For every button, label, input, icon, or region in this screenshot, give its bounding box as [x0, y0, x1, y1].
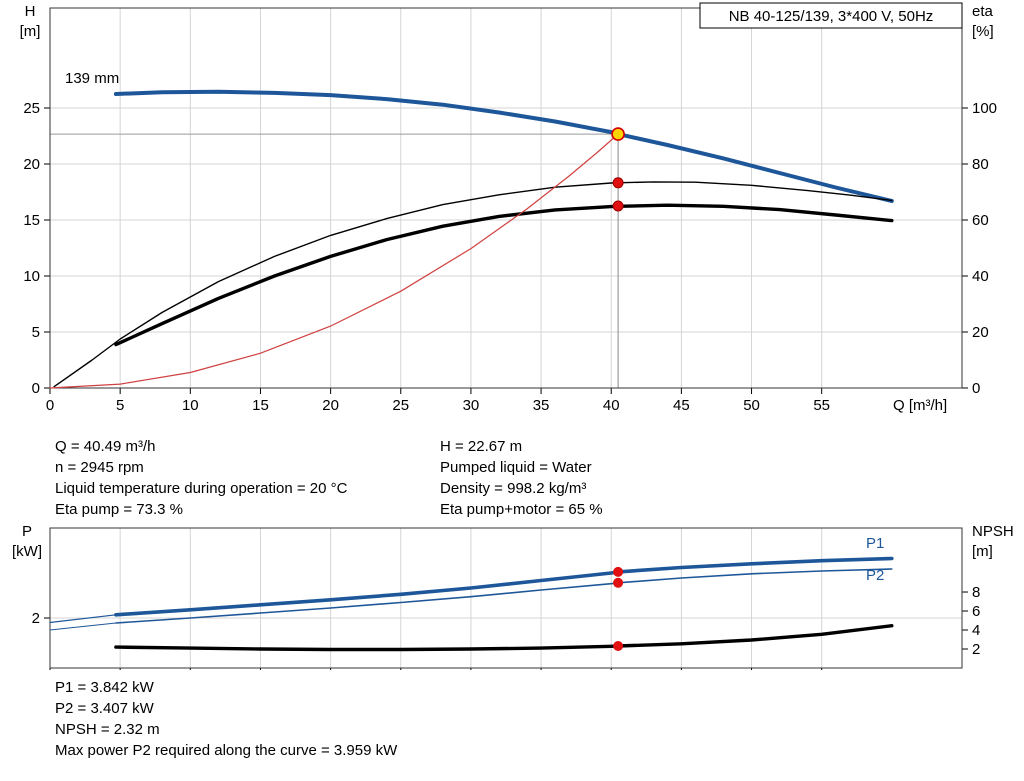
- plot-frame: [49, 7, 963, 389]
- y-left-tick-label: 2: [32, 610, 40, 627]
- y-right-axis-label: [%]: [972, 23, 994, 40]
- plot-frame: [49, 527, 963, 669]
- y-left-axis-label: [m]: [20, 23, 41, 40]
- x-tick-label: 55: [813, 397, 830, 414]
- y-left-axis-label: P: [22, 523, 32, 540]
- y-right-axis-label: [m]: [972, 543, 993, 560]
- x-tick-label: 50: [743, 397, 760, 414]
- chart-title-box: [699, 2, 963, 29]
- info-line-speed: n = 2945 rpm: [55, 459, 144, 476]
- duty-info-left-column: Q = 40.49 m³/h n = 2945 rpm Liquid tempe…: [55, 436, 347, 520]
- y-right-tick-label: 60: [972, 212, 989, 229]
- eta-pump-point-marker: [612, 177, 624, 189]
- npsh-point-marker: [613, 641, 624, 651]
- y-right-tick-label: 80: [972, 156, 989, 173]
- head-curve-139mm: [113, 89, 894, 203]
- info-line-p2: P2 = 3.407 kW: [55, 700, 154, 717]
- p1-lead-in: [49, 614, 117, 624]
- info-line-head: H = 22.67 m: [440, 438, 523, 455]
- y-right-axis-label: NPSH: [972, 523, 1014, 540]
- p2-lead-in: [49, 622, 117, 631]
- y-right-tick-label: 4: [972, 622, 980, 639]
- eta-pump-motor-point-marker: [612, 200, 624, 212]
- info-line-npsh: NPSH = 2.32 m: [55, 721, 160, 738]
- duty-point-marker: [611, 127, 625, 141]
- y-right-tick-label: 100: [972, 100, 997, 117]
- info-line-eta-pump: Eta pump = 73.3 %: [55, 501, 183, 518]
- p1-point-marker: [613, 566, 624, 577]
- y-left-tick-label: 0: [32, 380, 40, 397]
- x-tick-label: 15: [252, 397, 269, 414]
- y-right-tick-label: 40: [972, 268, 989, 285]
- y-left-tick-label: 5: [32, 324, 40, 341]
- x-axis-label: Q [m³/h]: [893, 397, 947, 414]
- y-left-tick-label: 10: [23, 268, 40, 285]
- power-npsh-chart: 2 2 4 6 8 P1 P2 P [kW] NPSH [m]: [12, 523, 1014, 670]
- info-line-eta-pump-motor: Eta pump+motor = 65 %: [440, 501, 603, 518]
- y-left-tick-label: 25: [23, 100, 40, 117]
- info-line-density: Density = 998.2 kg/m³: [440, 480, 587, 497]
- y-right-tick-label: 6: [972, 603, 980, 620]
- chart-title: NB 40-125/139, 3*400 V, 50Hz: [729, 8, 934, 25]
- qh-eta-chart: 0 5 10 15 20 25 30 35 40 45 50 55 0 5 10 15 20 25 0 20 40 60 8…: [20, 2, 997, 414]
- eta-pump-curve: [53, 181, 893, 388]
- power-info-block: P1 = 3.842 kW P2 = 3.407 kW NPSH = 2.32 …: [55, 677, 397, 761]
- info-line-flow: Q = 40.49 m³/h: [55, 438, 156, 455]
- y-right-tick-label: 8: [972, 584, 980, 601]
- p2-point-marker: [613, 577, 624, 588]
- x-tick-label: 30: [463, 397, 480, 414]
- duty-info-right-column: H = 22.67 m Pumped liquid = Water Densit…: [440, 436, 603, 520]
- affinity-parabola: [49, 133, 619, 389]
- eta-pump-motor-curve: [114, 203, 894, 347]
- x-tick-label: 40: [603, 397, 620, 414]
- x-tick-label: 25: [392, 397, 409, 414]
- y-left-axis-label: [kW]: [12, 543, 42, 560]
- y-right-tick-label: 2: [972, 641, 980, 658]
- p2-curve: [115, 568, 893, 624]
- y-right-tick-label: 20: [972, 324, 989, 341]
- x-tick-label: 20: [322, 397, 339, 414]
- y-left-axis-label: H: [25, 3, 36, 20]
- x-tick-label: 45: [673, 397, 690, 414]
- y-left-tick-label: 15: [23, 212, 40, 229]
- x-tick-label: 10: [182, 397, 199, 414]
- x-tick-label: 5: [116, 397, 124, 414]
- p2-series-label: P2: [866, 567, 884, 584]
- info-line-pumped-liquid: Pumped liquid = Water: [440, 459, 592, 476]
- npsh-curve: [114, 623, 894, 652]
- p1-series-label: P1: [866, 535, 884, 552]
- y-right-axis-label: eta: [972, 3, 994, 20]
- y-left-tick-label: 20: [23, 156, 40, 173]
- info-line-max-power: Max power P2 required along the curve = …: [55, 742, 398, 759]
- impeller-diameter-label: 139 mm: [65, 70, 119, 87]
- p1-curve: [114, 556, 894, 617]
- y-right-tick-label: 0: [972, 380, 980, 397]
- x-tick-label: 0: [46, 397, 54, 414]
- info-line-liquid-temperature: Liquid temperature during operation = 20…: [55, 480, 348, 497]
- x-tick-label: 35: [533, 397, 550, 414]
- info-line-p1: P1 = 3.842 kW: [55, 679, 154, 696]
